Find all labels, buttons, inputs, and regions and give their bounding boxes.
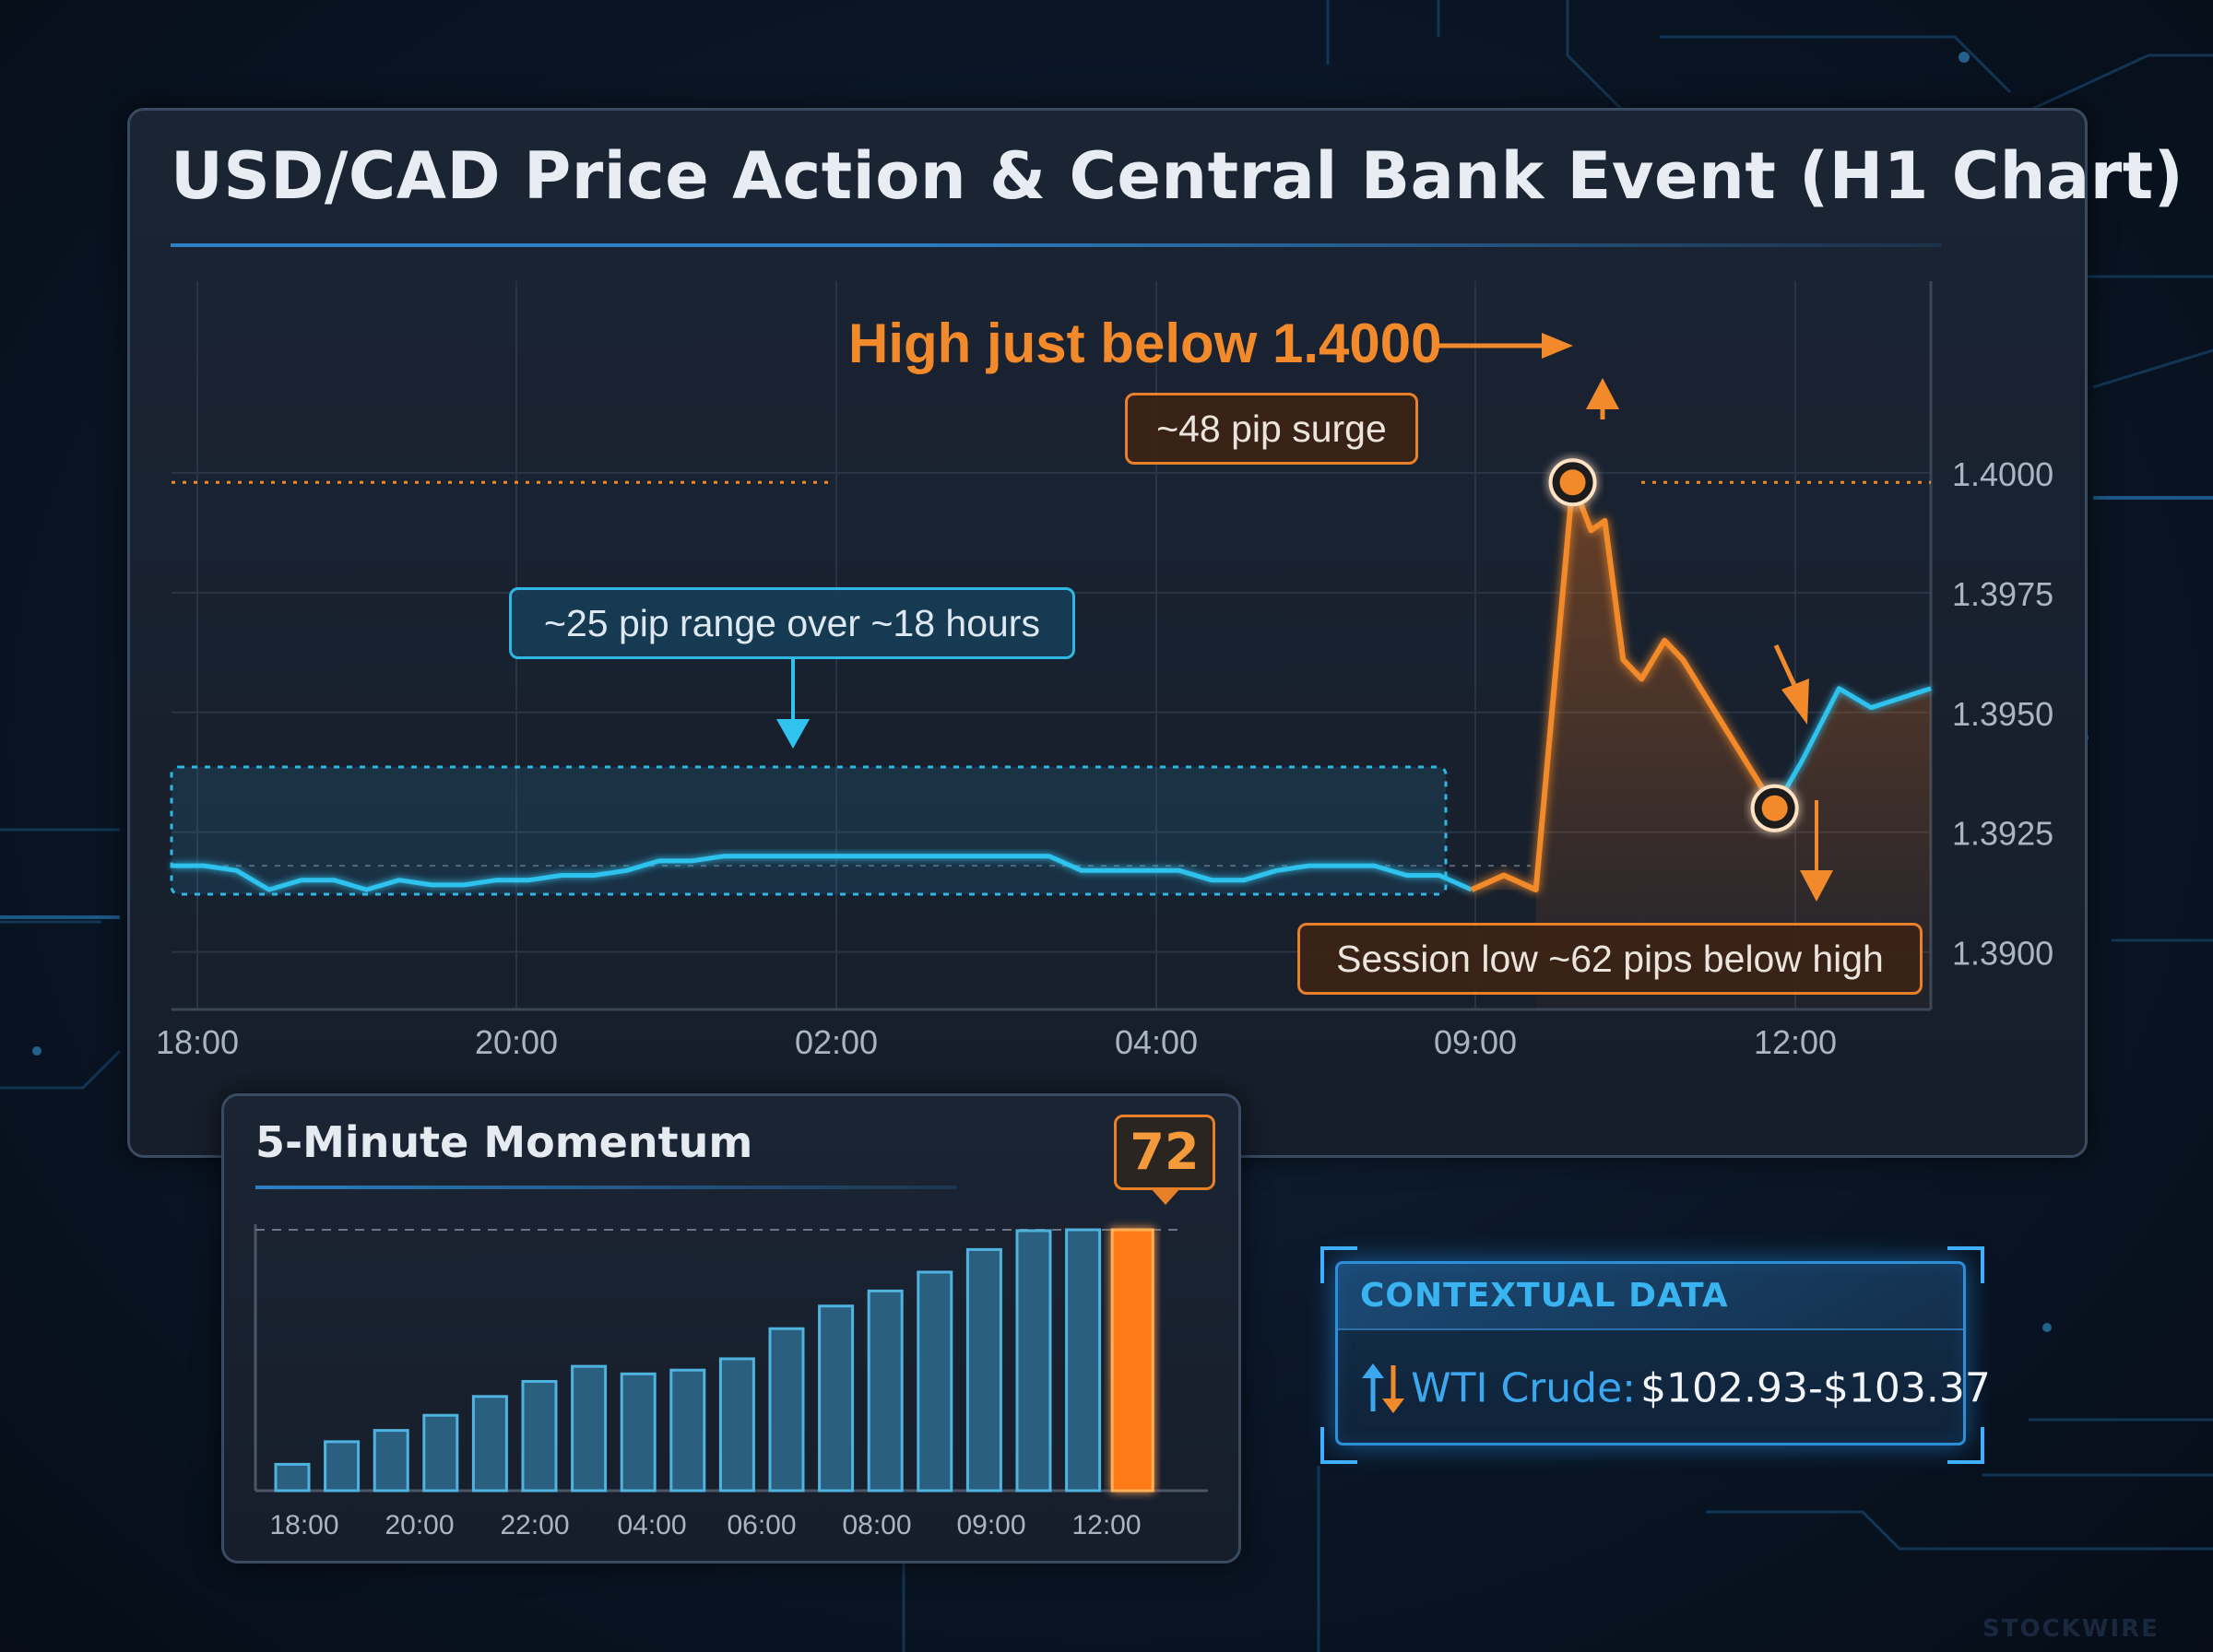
- momentum-bar: [620, 1372, 657, 1493]
- momentum-bar: [917, 1270, 953, 1493]
- high-callout: High just below 1.4000: [848, 313, 1442, 374]
- momentum-bar: [471, 1395, 508, 1493]
- y-tick-label: 1.4000: [1952, 455, 2053, 493]
- y-tick-label: 1.3950: [1952, 695, 2053, 733]
- momentum-bar: [718, 1357, 755, 1493]
- momentum-x-tick-label: 06:00: [727, 1510, 796, 1540]
- momentum-bar: [768, 1327, 805, 1493]
- momentum-bar: [965, 1247, 1002, 1493]
- context-corner-bracket-tl: [1320, 1246, 1357, 1283]
- momentum-bar: [1015, 1229, 1052, 1493]
- momentum-x-tick-label: 18:00: [269, 1510, 338, 1540]
- momentum-bar: [669, 1368, 706, 1493]
- x-tick-label: 20:00: [475, 1023, 558, 1061]
- context-label: WTI Crude:: [1411, 1364, 1636, 1412]
- momentum-x-tick-label: 09:00: [956, 1510, 1025, 1540]
- context-title: CONTEXTUAL DATA: [1360, 1277, 1729, 1315]
- range-callout: ~25 pip range over ~18 hours: [509, 587, 1075, 659]
- surge-callout: ~48 pip surge: [1125, 393, 1418, 465]
- context-corner-bracket-bl: [1320, 1427, 1357, 1464]
- momentum-badge-pointer: [1151, 1188, 1180, 1205]
- momentum-bar: [1065, 1228, 1102, 1493]
- range-callout-arrowhead: [776, 719, 810, 749]
- momentum-bar: [571, 1364, 608, 1493]
- x-tick-label: 12:00: [1754, 1023, 1837, 1061]
- surge-arrowhead: [1586, 378, 1619, 409]
- up-down-arrows-icon: [1362, 1363, 1404, 1413]
- low-approach-arrowhead: [1781, 678, 1809, 725]
- momentum-bar: [373, 1429, 409, 1493]
- context-value: $102.93-$103.37: [1640, 1364, 1991, 1412]
- momentum-x-tick-label: 04:00: [617, 1510, 686, 1540]
- context-corner-bracket-br: [1947, 1427, 1984, 1464]
- pre-event-price-line: [172, 854, 1473, 892]
- momentum-x-tick-label: 20:00: [385, 1510, 454, 1540]
- y-tick-label: 1.3925: [1952, 815, 2053, 853]
- consolidation-range-box: [170, 765, 1448, 896]
- momentum-value-badge: 72: [1114, 1115, 1215, 1190]
- momentum-bar: [521, 1379, 558, 1493]
- y-tick-label: 1.3900: [1952, 935, 2053, 973]
- x-tick-label: 09:00: [1434, 1023, 1517, 1061]
- momentum-bar-highlight: [1110, 1228, 1154, 1493]
- high-marker: [1548, 458, 1597, 507]
- momentum-bar: [422, 1413, 459, 1493]
- x-tick-label: 18:00: [156, 1023, 239, 1061]
- x-tick-label: 02:00: [795, 1023, 878, 1061]
- context-row: WTI Crude: $102.93-$103.37: [1360, 1362, 1991, 1415]
- session-low-callout: Session low ~62 pips below high: [1297, 923, 1923, 995]
- low-marker: [1750, 784, 1799, 832]
- contextual-data-panel: CONTEXTUAL DATA WTI Crude: $102.93-$103.…: [1335, 1261, 1991, 1446]
- event-price-line: [1470, 479, 1778, 893]
- momentum-bar: [867, 1289, 904, 1493]
- momentum-title: 5-Minute Momentum: [255, 1117, 753, 1167]
- momentum-x-tick-label: 12:00: [1071, 1510, 1141, 1540]
- high-callout-arrowhead: [1542, 333, 1573, 359]
- momentum-x-tick-label: 22:00: [500, 1510, 569, 1540]
- x-tick-label: 04:00: [1115, 1023, 1198, 1061]
- momentum-bar: [818, 1304, 855, 1493]
- momentum-x-tick-label: 08:00: [842, 1510, 911, 1540]
- momentum-title-underline: [255, 1186, 956, 1189]
- momentum-bar: [324, 1440, 361, 1493]
- recovery-price-line: [1772, 686, 1932, 809]
- title-underline: [171, 243, 1941, 247]
- y-tick-label: 1.3975: [1952, 575, 2053, 613]
- momentum-bar: [274, 1462, 311, 1493]
- chart-title: USD/CAD Price Action & Central Bank Even…: [171, 138, 2184, 214]
- context-header: CONTEXTUAL DATA: [1338, 1264, 1963, 1330]
- low-callout-arrowhead: [1800, 870, 1833, 902]
- context-corner-bracket-tr: [1947, 1246, 1984, 1283]
- watermark-logo: STOCKWIRE: [1982, 1615, 2160, 1643]
